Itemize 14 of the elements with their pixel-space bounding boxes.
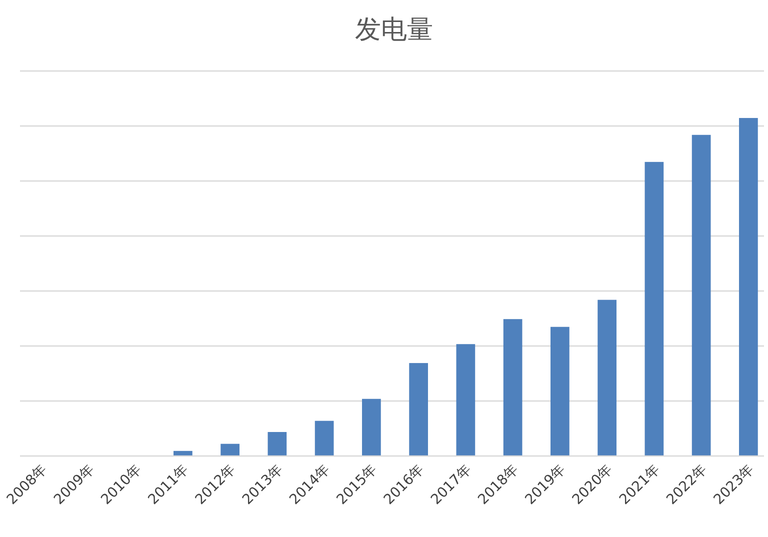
bar bbox=[220, 444, 240, 456]
bar bbox=[503, 319, 522, 456]
bar bbox=[314, 420, 334, 456]
bar bbox=[409, 363, 428, 456]
bar bbox=[550, 326, 570, 456]
bar bbox=[174, 450, 192, 456]
bar bbox=[692, 134, 711, 456]
bar bbox=[739, 118, 758, 456]
bar bbox=[644, 162, 664, 456]
bar bbox=[268, 432, 287, 456]
bar bbox=[456, 344, 476, 456]
chart-title: 发电量 bbox=[355, 15, 433, 45]
bar bbox=[598, 300, 616, 456]
bar bbox=[362, 398, 381, 456]
